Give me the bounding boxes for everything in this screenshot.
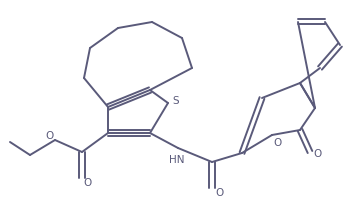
Text: HN: HN: [169, 155, 185, 165]
Text: O: O: [83, 178, 91, 188]
Text: O: O: [273, 138, 281, 148]
Text: S: S: [173, 96, 179, 106]
Text: O: O: [215, 188, 223, 198]
Text: O: O: [314, 149, 322, 159]
Text: O: O: [45, 131, 53, 141]
